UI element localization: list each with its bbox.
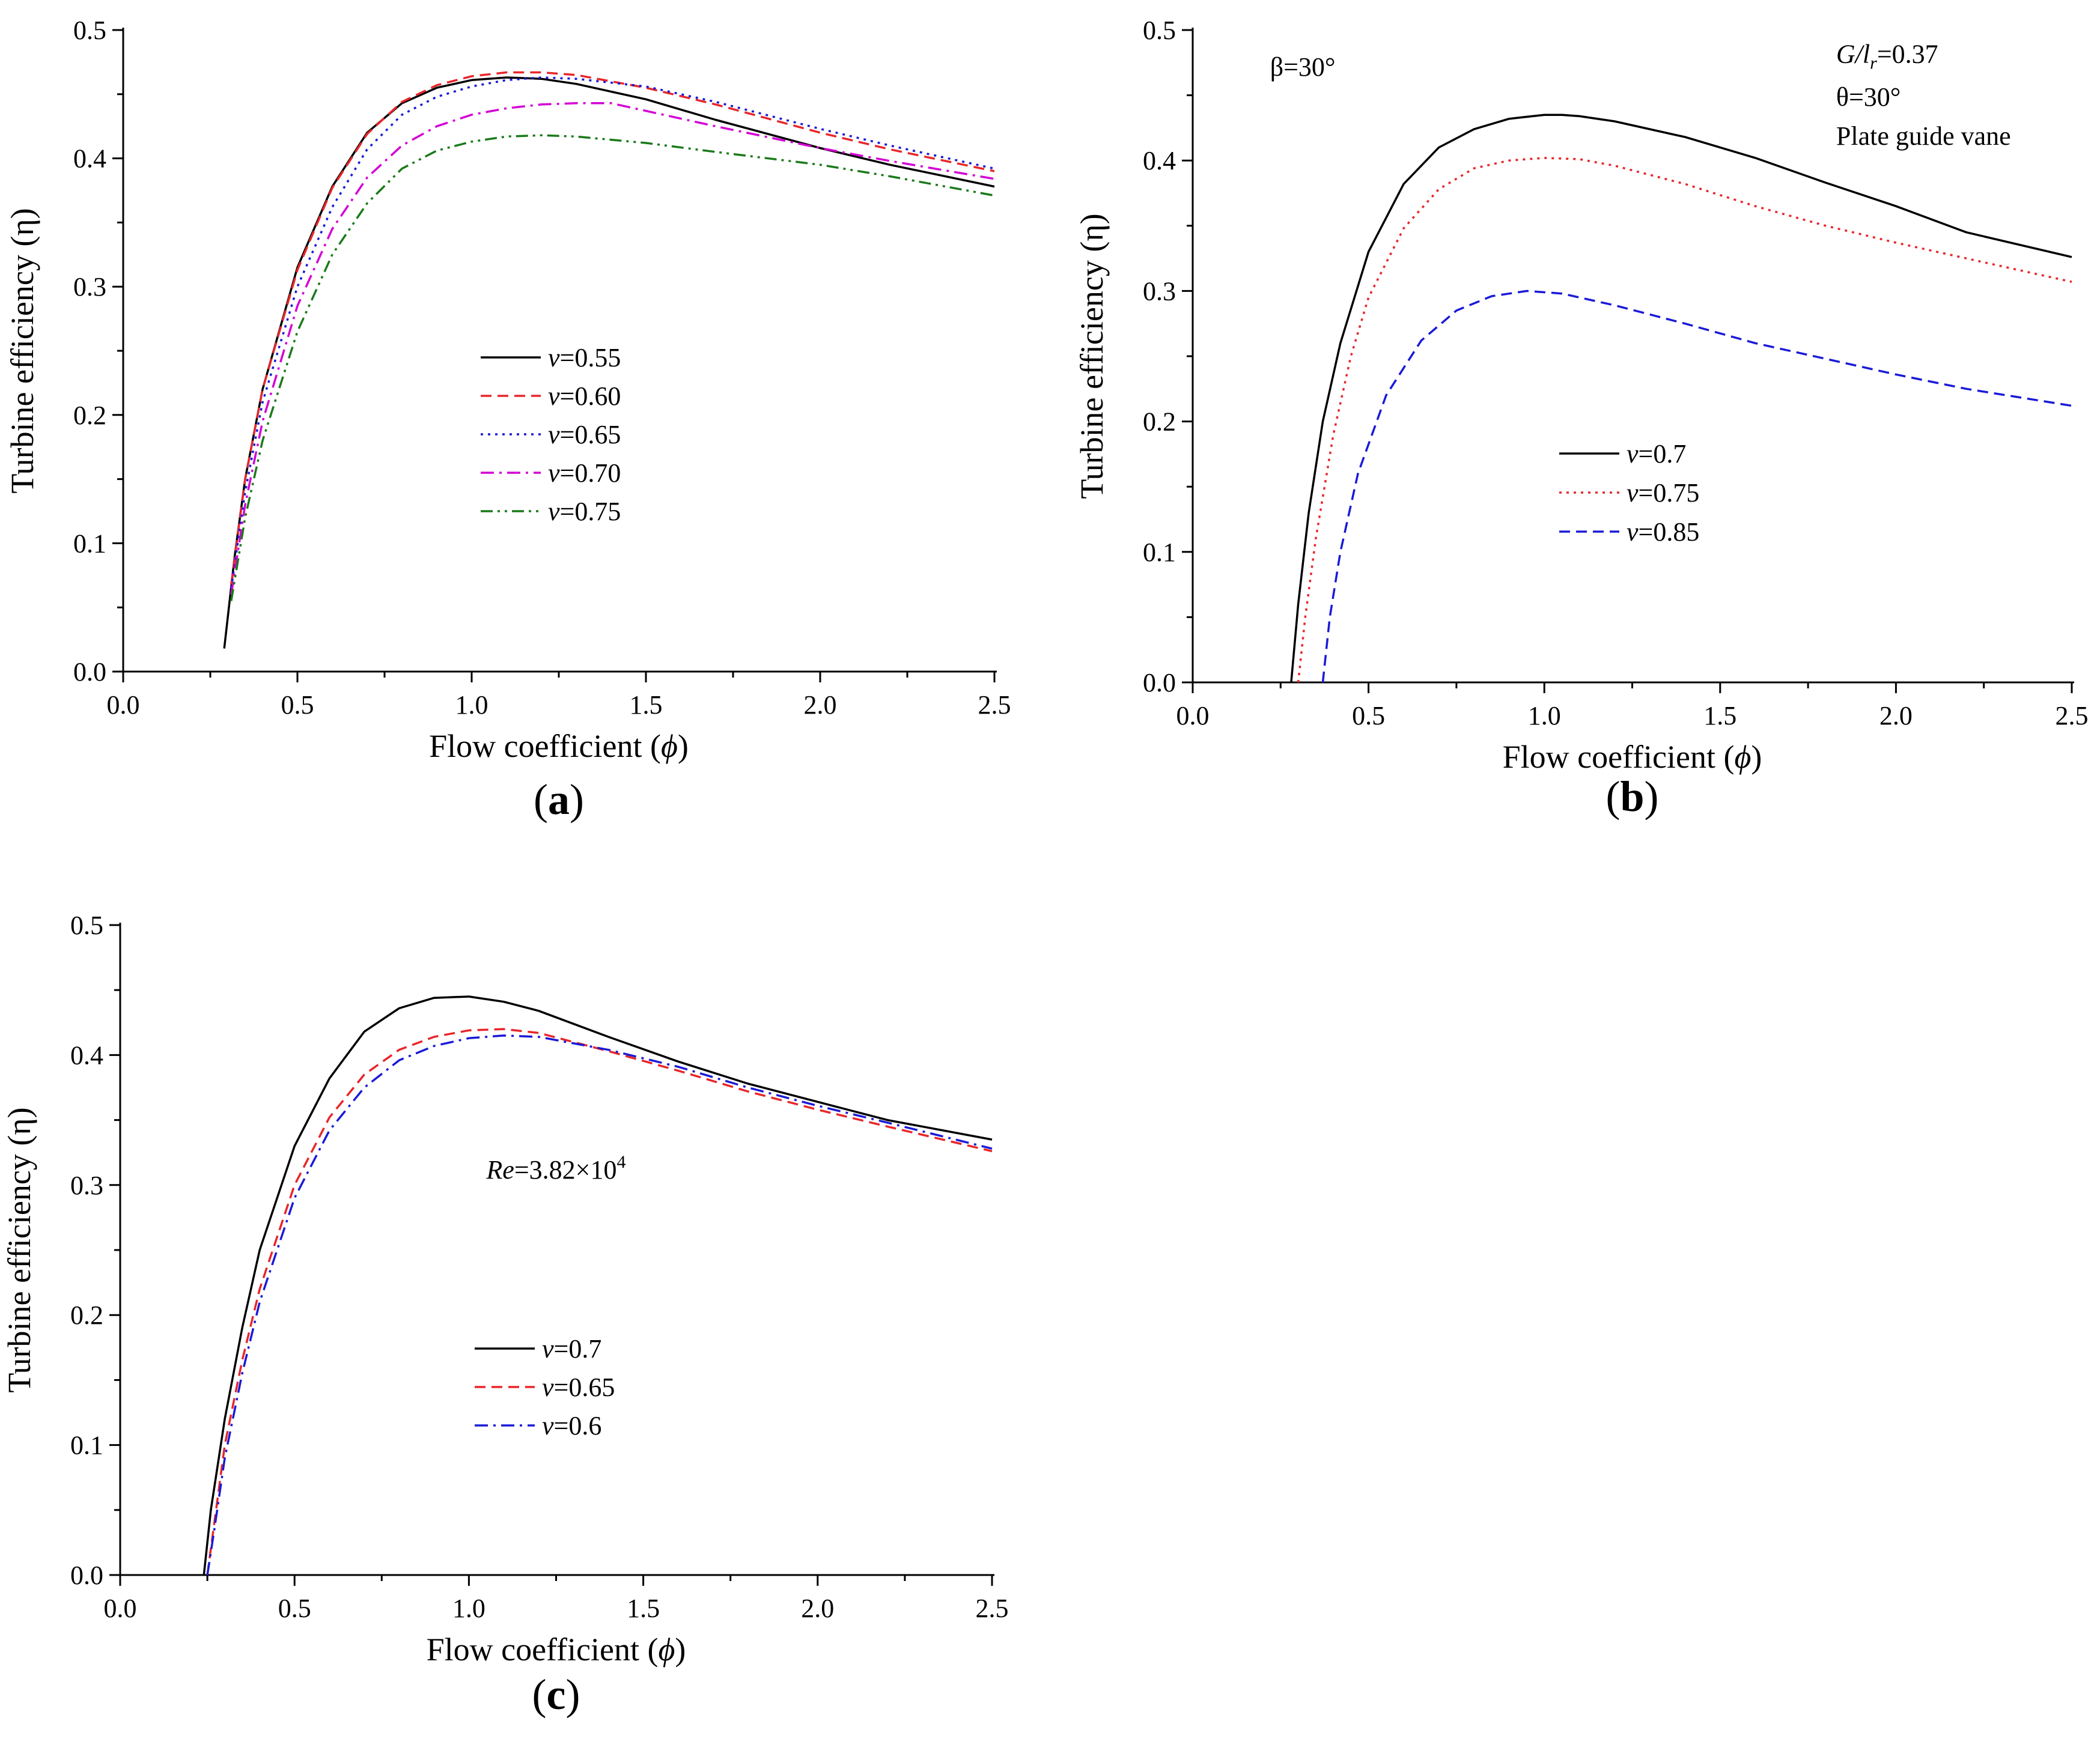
series-line-v=0.7 [202, 995, 993, 1576]
x-tick-label: 0.0 [1176, 701, 1210, 730]
x-axis-title: Flow coefficient (ϕ) [429, 728, 689, 764]
series-line-v=0.65 [206, 1028, 993, 1576]
x-tick-label: 1.5 [1703, 701, 1736, 730]
series-line-v=0.6 [206, 1034, 993, 1576]
series-line-v=0.75 [1297, 157, 2072, 683]
y-tick-label: 0.0 [73, 657, 106, 687]
x-tick-label: 2.0 [804, 690, 837, 720]
legend-entry: v=0.75 [1627, 478, 1699, 508]
legend-entry: v=0.6 [542, 1411, 601, 1440]
y-tick-label: 0.4 [73, 144, 106, 174]
x-tick-label: 1.0 [452, 1594, 485, 1623]
y-tick-label: 0.1 [73, 529, 106, 558]
panel-a: 0.0 0.5 1.0 1.5 2.0 2.5 0.0 0.1 0.2 0.3 0.4 0.5 Flow… [4, 16, 1011, 824]
panel-b: 0.0 0.5 1.0 1.5 2.0 2.5 0.0 0.1 0.2 0.3 0.4 0.5 Flow… [1074, 16, 2089, 821]
annotation: Plate guide vane [1836, 121, 2011, 151]
legend-entry: v=0.65 [548, 420, 621, 449]
annotation: G/lr=0.37 [1836, 39, 1938, 73]
y-tick-label: 0.3 [73, 272, 106, 302]
series-line-v=0.70 [230, 102, 995, 595]
legend-entry: v=0.60 [548, 381, 621, 411]
series-line-v=0.55 [223, 76, 995, 649]
y-tick-label: 0.5 [70, 911, 103, 940]
series-line-v=0.75 [230, 134, 995, 601]
y-axis-title: Turbine efficiency (η) [1, 1107, 37, 1392]
x-tick-label: 0.0 [107, 690, 140, 720]
panel-c: 0.0 0.5 1.0 1.5 2.0 2.5 0.0 0.1 0.2 0.3 0.4 0.5 Flow… [1, 911, 1009, 1719]
y-tick-label: 0.3 [70, 1171, 103, 1200]
series-line-v=0.7 [1290, 114, 2072, 683]
legend-entry: v=0.85 [1627, 517, 1699, 547]
x-tick-label: 0.5 [1352, 701, 1385, 730]
annotation: θ=30° [1836, 82, 1901, 112]
legend-entry: v=0.75 [548, 497, 621, 526]
y-tick-label: 0.1 [1143, 538, 1176, 567]
legend-entry: v=0.7 [1627, 439, 1686, 469]
x-tick-label: 1.0 [1528, 701, 1561, 730]
legend-entry: v=0.70 [548, 458, 621, 488]
legend-entry: v=0.65 [542, 1373, 615, 1402]
panel-label: (b) [1605, 772, 1658, 821]
x-tick-label: 1.5 [630, 690, 663, 720]
x-tick-label: 1.0 [455, 690, 488, 720]
annotation: β=30° [1270, 52, 1336, 82]
x-tick-label: 1.5 [627, 1594, 660, 1623]
annotation: Re=3.82×104 [485, 1152, 625, 1185]
x-axis-title: Flow coefficient (ϕ) [1503, 739, 1762, 775]
y-axis-title: Turbine efficiency (η) [1074, 213, 1110, 499]
y-tick-label: 0.4 [1143, 146, 1176, 175]
x-tick-label: 2.0 [1879, 701, 1913, 730]
series-line-v=0.85 [1321, 290, 2072, 683]
legend-entry: v=0.55 [548, 343, 621, 372]
x-tick-label: 2.5 [2056, 701, 2089, 730]
x-tick-label: 0.0 [104, 1594, 137, 1623]
y-tick-label: 0.4 [70, 1040, 103, 1070]
y-tick-label: 0.3 [1143, 276, 1176, 306]
series-line-v=0.60 [230, 71, 995, 585]
y-tick-label: 0.5 [1143, 16, 1176, 45]
x-tick-label: 2.5 [976, 1594, 1009, 1623]
x-tick-label: 2.5 [978, 690, 1011, 720]
x-tick-label: 2.0 [801, 1594, 834, 1623]
y-tick-label: 0.0 [1143, 668, 1176, 697]
y-tick-label: 0.2 [1143, 407, 1176, 437]
x-tick-label: 0.5 [278, 1594, 311, 1623]
y-tick-label: 0.2 [73, 401, 106, 430]
y-tick-label: 0.1 [70, 1431, 103, 1460]
y-tick-label: 0.0 [70, 1561, 103, 1590]
x-axis-title: Flow coefficient (ϕ) [427, 1631, 686, 1668]
y-axis-title: Turbine efficiency (η) [4, 208, 40, 493]
panel-label: (a) [534, 775, 584, 824]
legend-entry: v=0.7 [542, 1334, 601, 1364]
y-tick-label: 0.5 [73, 16, 106, 45]
y-tick-label: 0.2 [70, 1300, 103, 1330]
x-tick-label: 0.5 [281, 690, 314, 720]
panel-label: (c) [532, 1671, 580, 1719]
